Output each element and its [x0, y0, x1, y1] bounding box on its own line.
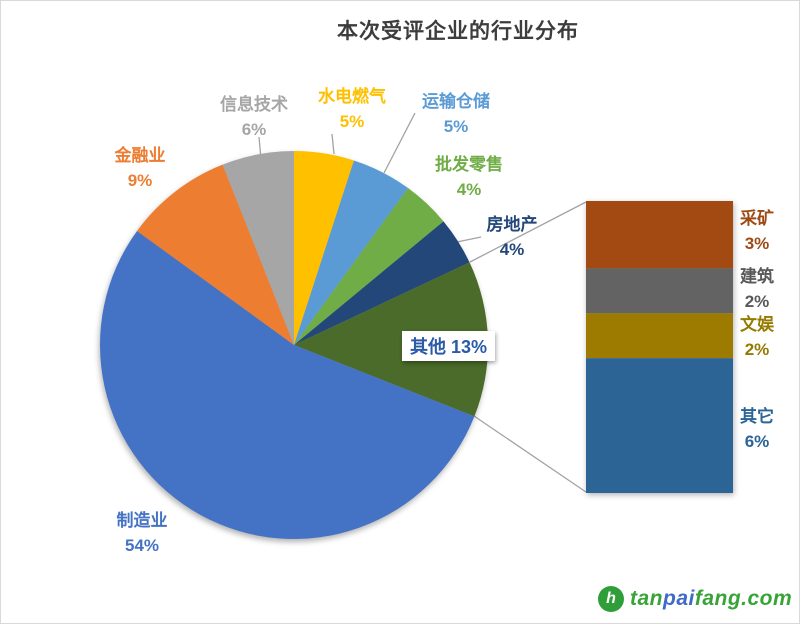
watermark: h tanpaifang.com [598, 586, 792, 612]
bar-label-construction: 建筑 2% [740, 264, 774, 314]
bar-label-name: 建筑 [740, 267, 774, 286]
pie-label-utilities: 水电燃气 5% [318, 84, 386, 134]
pie-label-pct: 54% [124, 536, 160, 555]
tanpaifang-logo-icon: h [598, 586, 624, 612]
pie-label-it: 信息技术 6% [220, 92, 288, 142]
chart-title: 本次受评企业的行业分布 [337, 20, 579, 43]
pie-label-pct: 6% [241, 120, 267, 139]
bar-label-name: 采矿 [740, 209, 774, 228]
pie-slice-其他 [294, 262, 489, 417]
watermark-text-part: fang.com [694, 587, 793, 610]
watermark-text: tanpaifang.com [630, 587, 792, 611]
pie-label-manufacturing: 制造业 54% [117, 508, 168, 558]
pie-label-name: 房地产 [486, 215, 538, 234]
pie-slice-金融业 [137, 164, 294, 345]
pie-label-pct: 4% [456, 180, 482, 199]
watermark-text-part: tan [630, 587, 663, 610]
pie-slice-信息技术 [222, 151, 294, 345]
bar-segment-建筑 [586, 268, 733, 314]
watermark-text-part: pai [663, 587, 695, 610]
bar-segment-其它 [586, 358, 733, 493]
pie-label-finance: 金融业 9% [115, 143, 166, 193]
pie-label-name: 制造业 [116, 511, 168, 530]
bar-label-mining: 采矿 3% [740, 206, 774, 256]
pie-label-pct: 5% [339, 112, 365, 131]
pie-label-pct: 5% [443, 117, 469, 136]
bar-label-pct: 6% [744, 432, 770, 451]
breakout-bar [586, 201, 733, 493]
pie-label-realestate: 房地产 4% [487, 212, 538, 262]
pie-label-name: 金融业 [114, 146, 166, 165]
bar-label-misc-other: 其它 6% [740, 404, 774, 454]
label-leader-line [383, 112, 416, 174]
series-connector-line [469, 201, 587, 263]
pie-label-other-callout: 其他 13% [402, 331, 496, 361]
pie-chart [100, 151, 489, 539]
pie-slice-运输仓储 [294, 160, 409, 345]
bar-segment-文娱 [586, 313, 733, 359]
pie-label-transport: 运输仓储 5% [422, 89, 490, 139]
pie-label-name: 批发零售 [435, 155, 503, 174]
pie-slice-制造业 [100, 230, 475, 539]
pie-slice-房地产 [294, 221, 470, 345]
series-connector-line [473, 415, 587, 493]
pie-label-pct: 4% [499, 240, 525, 259]
pie-label-name: 信息技术 [220, 95, 288, 114]
pie-slice-批发零售 [294, 188, 444, 345]
pie-label-wholesale: 批发零售 4% [435, 152, 503, 202]
label-leader-line [331, 133, 335, 155]
bar-label-pct: 3% [744, 234, 770, 253]
bar-label-entertainment: 文娱 2% [740, 312, 774, 362]
pie-label-name: 水电燃气 [318, 87, 386, 106]
bar-segment-采矿 [586, 201, 733, 269]
bar-label-name: 文娱 [740, 315, 774, 334]
label-leader-line [456, 236, 482, 243]
bar-label-name: 其它 [740, 407, 774, 426]
pie-label-pct: 9% [127, 171, 153, 190]
pie-slice-水电燃气 [294, 151, 354, 345]
pie-label-name: 运输仓储 [422, 92, 490, 111]
bar-label-pct: 2% [744, 340, 770, 359]
bar-label-pct: 2% [744, 292, 770, 311]
